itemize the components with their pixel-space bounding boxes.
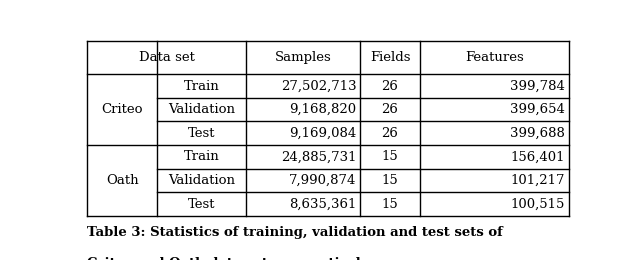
Text: Train: Train [184,151,220,164]
Text: 399,688: 399,688 [509,127,564,140]
Text: 15: 15 [381,151,398,164]
Text: 399,784: 399,784 [509,80,564,93]
Text: Samples: Samples [275,51,332,64]
Text: 101,217: 101,217 [510,174,564,187]
Text: Criteo and Oath data sets respectively.: Criteo and Oath data sets respectively. [88,257,372,260]
Text: Validation: Validation [168,174,235,187]
Text: 27,502,713: 27,502,713 [281,80,356,93]
Text: 9,168,820: 9,168,820 [289,103,356,116]
Text: Table 3: Statistics of training, validation and test sets of: Table 3: Statistics of training, validat… [88,226,503,239]
Text: 8,635,361: 8,635,361 [289,198,356,211]
Text: 7,990,874: 7,990,874 [289,174,356,187]
Text: Criteo: Criteo [101,103,143,116]
Text: 15: 15 [381,198,398,211]
Text: 26: 26 [381,127,399,140]
Text: 100,515: 100,515 [510,198,564,211]
Text: 9,169,084: 9,169,084 [289,127,356,140]
Text: Features: Features [465,51,524,64]
Text: Train: Train [184,80,220,93]
Text: Data set: Data set [139,51,195,64]
Text: Test: Test [188,198,215,211]
Text: 156,401: 156,401 [510,151,564,164]
Text: 26: 26 [381,103,399,116]
Text: Validation: Validation [168,103,235,116]
Text: Oath: Oath [106,174,138,187]
Text: 24,885,731: 24,885,731 [281,151,356,164]
Text: Fields: Fields [370,51,410,64]
Text: 26: 26 [381,80,399,93]
Text: 15: 15 [381,174,398,187]
Text: Test: Test [188,127,215,140]
Text: 399,654: 399,654 [509,103,564,116]
